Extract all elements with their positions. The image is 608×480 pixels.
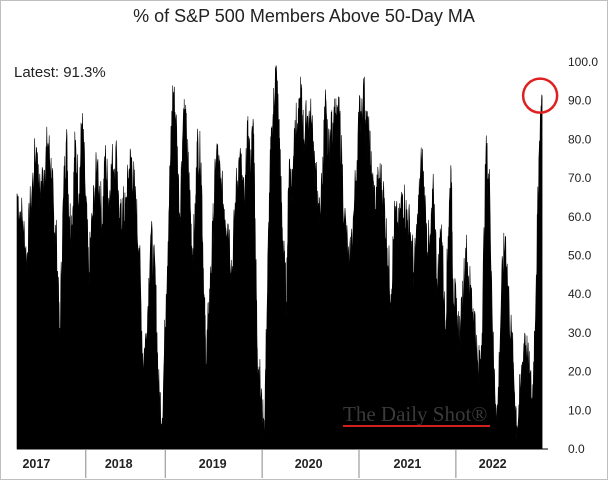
latest-circle bbox=[521, 77, 559, 114]
y-tick-label: 60.0 bbox=[568, 210, 592, 224]
latest-annotation: Latest: 91.3% bbox=[14, 64, 106, 81]
x-tick-label: 2021 bbox=[394, 457, 422, 471]
y-tick-label: 30.0 bbox=[568, 326, 592, 340]
y-tick-label: 70.0 bbox=[568, 171, 592, 185]
y-axis: 0.0 10.0 20.0 30.0 40.0 50.0 60.0 70.0 80.0 90.0 1… bbox=[568, 55, 598, 456]
x-tick-label: 2018 bbox=[105, 457, 133, 471]
x-tick-label: 2020 bbox=[295, 457, 323, 471]
chart-title: % of S&P 500 Members Above 50-Day MA bbox=[133, 6, 475, 26]
y-tick-label: 80.0 bbox=[568, 132, 592, 146]
y-tick-label: 20.0 bbox=[568, 365, 592, 379]
y-tick-label: 50.0 bbox=[568, 249, 592, 263]
watermark: The Daily Shot® bbox=[343, 402, 490, 427]
x-tick-label: 2022 bbox=[479, 457, 507, 471]
series-area bbox=[16, 65, 543, 450]
plot-area bbox=[16, 65, 543, 450]
x-tick-label: 2017 bbox=[22, 457, 50, 471]
y-tick-label: 100.0 bbox=[568, 55, 598, 69]
y-tick-label: 0.0 bbox=[568, 442, 585, 456]
watermark-text: The Daily Shot® bbox=[343, 402, 487, 426]
y-tick-label: 10.0 bbox=[568, 403, 592, 417]
x-tick-label: 2019 bbox=[199, 457, 227, 471]
y-tick-label: 40.0 bbox=[568, 287, 592, 301]
latest-marker bbox=[521, 77, 559, 114]
x-axis: 2017 2018 2019 2020 2021 2022 bbox=[17, 448, 548, 478]
y-tick-label: 90.0 bbox=[568, 94, 592, 108]
